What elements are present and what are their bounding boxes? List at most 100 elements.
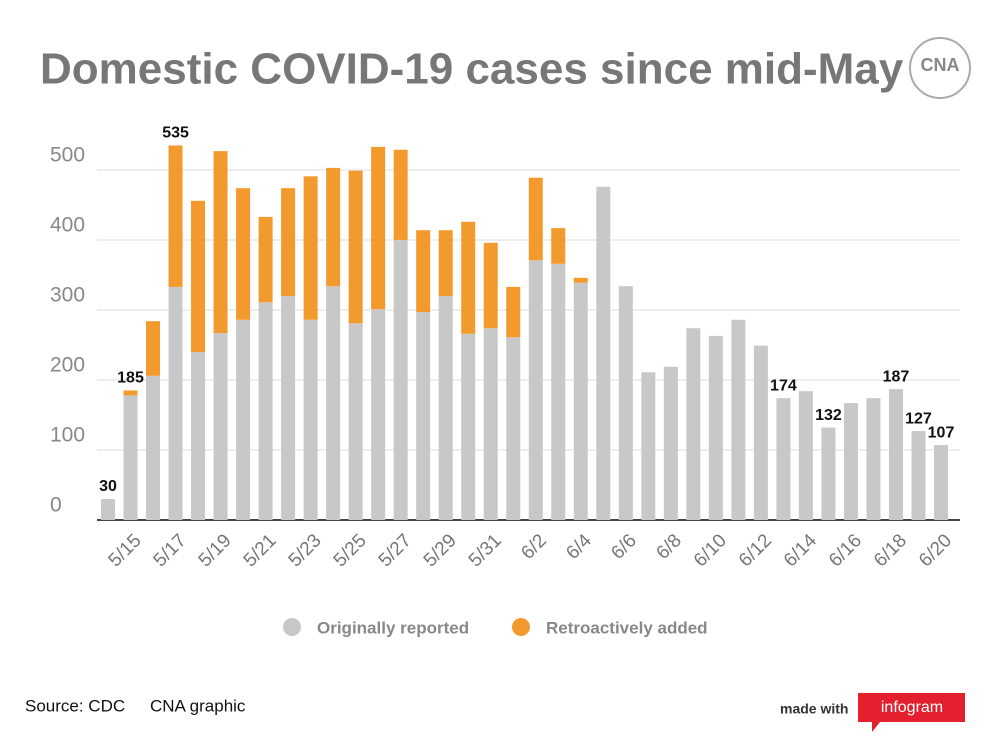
source: Source: CDC [25, 696, 125, 715]
bar-segment [573, 282, 588, 520]
brand-badge [858, 693, 965, 732]
bar-segment [101, 499, 115, 520]
bar-segment [821, 427, 836, 520]
bar-segment [753, 345, 768, 520]
bar-segment [236, 188, 251, 320]
bar-segment [934, 445, 948, 520]
bar-segment [191, 200, 206, 352]
y-tick-label: 500 [50, 144, 85, 167]
bar-segment [843, 403, 858, 520]
bar-segment [146, 375, 161, 520]
bar-segment [371, 309, 386, 520]
value-label: 187 [883, 368, 910, 385]
y-tick-label: 300 [50, 284, 85, 307]
bar-segment [776, 398, 791, 520]
bar-segment [146, 321, 161, 376]
bar-segment [618, 286, 633, 520]
value-label: 107 [928, 424, 955, 441]
bar-segment [326, 167, 341, 287]
x-tick-label: 5/15 [105, 530, 146, 571]
bar-segment [258, 216, 273, 303]
bar-segment [348, 170, 363, 324]
x-tick-label: 5/21 [240, 530, 281, 571]
x-tick-label: 5/29 [420, 530, 461, 571]
bar-segment [866, 398, 881, 520]
bar-segment [461, 333, 476, 520]
bar-segment [213, 151, 228, 334]
value-label: 127 [905, 410, 932, 427]
bar-segment [483, 328, 498, 520]
bar-segment [461, 221, 476, 334]
x-tick-label: 6/8 [652, 530, 686, 564]
bar-segment [528, 177, 543, 261]
x-tick-label: 6/14 [780, 530, 821, 571]
bar-segment [348, 323, 363, 520]
logo-text: CNA [921, 55, 960, 75]
x-tick-label: 6/12 [735, 530, 776, 571]
bar-segment [258, 302, 273, 520]
bar-segment [191, 352, 206, 520]
logo-ring [909, 37, 971, 99]
bar-segment [438, 230, 453, 296]
bar-segment [123, 395, 138, 520]
bar-segment [506, 286, 521, 338]
bar-segment [438, 296, 453, 520]
value-label: 132 [815, 407, 842, 424]
y-tick-label: 100 [50, 424, 85, 447]
x-tick-label: 5/31 [465, 530, 506, 571]
bar-segment [686, 328, 701, 520]
bar-segment [798, 391, 813, 520]
bar-segment [551, 228, 566, 264]
value-label: 30 [99, 478, 117, 495]
bar-segment [393, 240, 408, 520]
credit: CNA graphic [150, 696, 246, 715]
bar-segment [663, 366, 678, 520]
bar-segment [303, 176, 318, 320]
bar-segment [573, 277, 588, 283]
value-label: 535 [162, 125, 189, 142]
bar-segment [888, 389, 903, 520]
bar-segment [551, 263, 566, 520]
bar-segment [326, 286, 341, 520]
x-tick-label: 6/10 [690, 530, 731, 571]
bar-segment [281, 188, 296, 296]
y-tick-label: 0 [50, 494, 62, 517]
x-tick-label: 6/20 [915, 530, 956, 571]
bar-segment [213, 333, 228, 520]
x-tick-label: 5/23 [285, 530, 326, 571]
y-tick-label: 200 [50, 354, 85, 377]
legend-label: Retroactively added [546, 618, 708, 637]
bar-segment [911, 431, 926, 520]
bar-segment [416, 312, 431, 520]
bar-segment [596, 186, 611, 521]
bar-segment [371, 146, 386, 310]
chart-title: Domestic COVID-19 cases since mid-May [40, 45, 904, 94]
x-tick-label: 5/25 [330, 530, 371, 571]
logo: CNA [909, 37, 971, 99]
made-with: made with [780, 701, 848, 717]
x-tick-label: 5/27 [375, 530, 416, 571]
bar-segment [528, 260, 543, 520]
legend-label: Originally reported [317, 618, 469, 637]
x-tick-label: 6/4 [562, 530, 596, 564]
bar-segment [123, 390, 138, 396]
brand: infogram [881, 699, 943, 716]
bar-segment [281, 296, 296, 520]
x-tick-label: 6/16 [825, 530, 866, 571]
legend-swatch [512, 618, 530, 636]
legend-swatch [283, 618, 301, 636]
x-tick-label: 5/19 [195, 530, 236, 571]
y-tick-label: 400 [50, 214, 85, 237]
x-tick-label: 6/2 [517, 530, 551, 564]
bar-segment [506, 337, 521, 520]
bar-segment [168, 145, 183, 287]
value-label: 185 [117, 370, 144, 387]
bar-segment [731, 319, 746, 520]
x-tick-label: 5/17 [150, 530, 191, 571]
bar-segment [708, 335, 723, 520]
bar-segment [168, 286, 183, 520]
bar-segment [416, 230, 431, 313]
bar-segment [236, 319, 251, 520]
value-label: 174 [770, 377, 797, 394]
